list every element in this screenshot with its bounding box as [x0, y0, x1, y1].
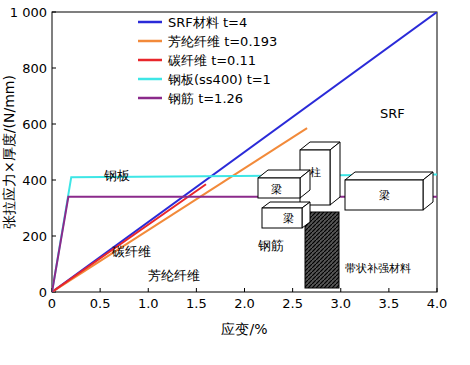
- y-tick: [52, 180, 56, 181]
- y-tick-label: 400: [22, 173, 47, 188]
- y-tick: [52, 12, 56, 13]
- inset-label: 带状补强材料: [345, 262, 411, 275]
- y-tick-label: 800: [22, 61, 47, 76]
- x-tick: [196, 288, 197, 292]
- chart: 0 0.5 1.0 1.5 2.0 2.5 3.0 3.5 4.0 0 200 400 600 800 1 …: [0, 0, 470, 365]
- x-tick: [100, 288, 101, 292]
- annotation: 钢板: [103, 168, 130, 183]
- inset-label: 梁: [379, 189, 390, 202]
- annotation: 芳纶纤维: [148, 268, 200, 283]
- inset-label: 梁: [283, 212, 294, 225]
- inset-shape: [258, 178, 300, 198]
- x-tick: [244, 288, 245, 292]
- inset-diagram: 梁柱梁梁带状补强材料: [258, 142, 433, 288]
- x-tick-label: 0.5: [90, 296, 111, 311]
- inset-shape: [302, 202, 310, 228]
- y-axis-label: 张拉应力×厚度/(N/mm): [1, 75, 17, 229]
- annotation: 钢筋: [257, 238, 284, 253]
- inset-shape: [262, 208, 302, 228]
- inset-shape: [300, 150, 330, 205]
- series-line: [52, 128, 307, 292]
- x-tick-label: 4.0: [427, 296, 448, 311]
- inset-strip: [305, 212, 339, 288]
- series-line: [52, 12, 437, 292]
- x-tick: [340, 288, 341, 292]
- legend-label: 钢板(ss400) t=1: [167, 72, 271, 87]
- annotation: 碳纤维: [111, 244, 151, 259]
- inset-label: 柱: [310, 166, 321, 179]
- x-tick: [437, 288, 438, 292]
- x-tick-label: 3.0: [330, 296, 351, 311]
- y-tick-label: 200: [22, 229, 47, 244]
- inset-shape: [300, 170, 310, 198]
- x-tick-label: 1.0: [138, 296, 159, 311]
- inset-shape: [423, 172, 433, 210]
- legend-swatch: [138, 97, 162, 100]
- x-tick: [388, 288, 389, 292]
- y-tick-label: 600: [22, 117, 47, 132]
- legend-label: 碳纤维 t=0.11: [167, 53, 256, 68]
- inset-shape: [345, 172, 433, 180]
- y-tick-label: 1 000: [10, 5, 47, 20]
- x-tick-label: 1.5: [186, 296, 207, 311]
- x-tick-label: 2.5: [282, 296, 303, 311]
- x-axis-label: 应变/%: [221, 321, 267, 337]
- legend-label: 芳纶纤维 t=0.193: [168, 34, 277, 49]
- x-tick-label: 3.5: [379, 296, 400, 311]
- x-tick: [148, 288, 149, 292]
- series-line: [52, 184, 206, 292]
- series-line: [52, 174, 437, 292]
- plot-frame: [52, 12, 437, 292]
- annotation: SRF: [380, 106, 405, 121]
- lines: [52, 12, 437, 292]
- legend-label: SRF材料 t=4: [168, 15, 247, 30]
- inset-label: 梁: [271, 183, 282, 196]
- legend-swatch: [138, 78, 162, 81]
- y-tick-label: 0: [39, 285, 47, 300]
- legend-label: 钢筋 t=1.26: [167, 91, 243, 106]
- y-tick: [52, 68, 56, 69]
- x-tick-label: 2.0: [234, 296, 255, 311]
- y-tick: [52, 236, 56, 237]
- inset-shape: [330, 142, 340, 205]
- legend-swatch: [138, 40, 162, 43]
- y-tick: [52, 124, 56, 125]
- x-tick: [292, 288, 293, 292]
- x-tick-label: 0: [48, 296, 56, 311]
- legend-swatch: [138, 59, 162, 62]
- inset-shape: [345, 180, 423, 210]
- legend-swatch: [138, 21, 162, 24]
- legend: SRF材料 t=4 芳纶纤维 t=0.193 碳纤维 t=0.11 钢板(ss400)…: [138, 15, 277, 106]
- series-line: [52, 197, 437, 292]
